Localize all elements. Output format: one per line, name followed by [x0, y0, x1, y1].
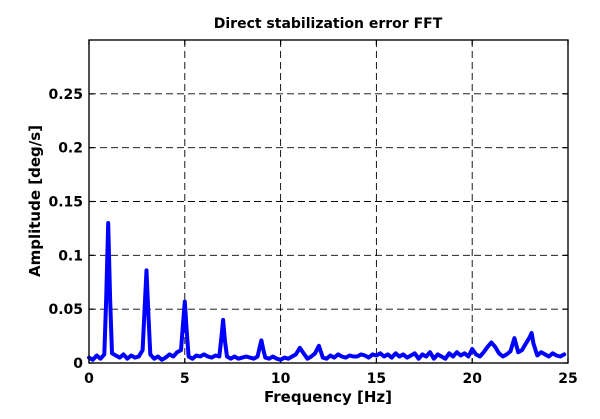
x-tick-label: 25: [558, 371, 577, 387]
x-tick-label: 5: [180, 371, 190, 387]
x-tick-label: 15: [367, 371, 386, 387]
y-axis-label: Amplitude [deg/s]: [26, 125, 44, 277]
chart-title: Direct stabilization error FFT: [214, 16, 443, 32]
x-tick-labels: 0 5 10 15 20 25: [84, 371, 578, 387]
fft-series-line: [87, 221, 567, 362]
y-tick-label: 0.2: [58, 141, 83, 157]
y-tick-labels: 0 0.05 0.1 0.15 0.2 0.25: [48, 87, 83, 372]
y-tick-label: 0.1: [58, 248, 83, 264]
x-tick-label: 10: [271, 371, 291, 387]
y-tick-label: 0: [73, 356, 83, 372]
y-tick-label: 0.05: [48, 302, 83, 318]
plot-border: [88, 39, 569, 364]
y-tick-label: 0.15: [48, 195, 83, 211]
y-tick-label: 0.25: [48, 87, 83, 103]
x-axis-label: Frequency [Hz]: [264, 388, 392, 406]
x-tick-label: 0: [84, 371, 94, 387]
x-tick-label: 20: [462, 371, 482, 387]
